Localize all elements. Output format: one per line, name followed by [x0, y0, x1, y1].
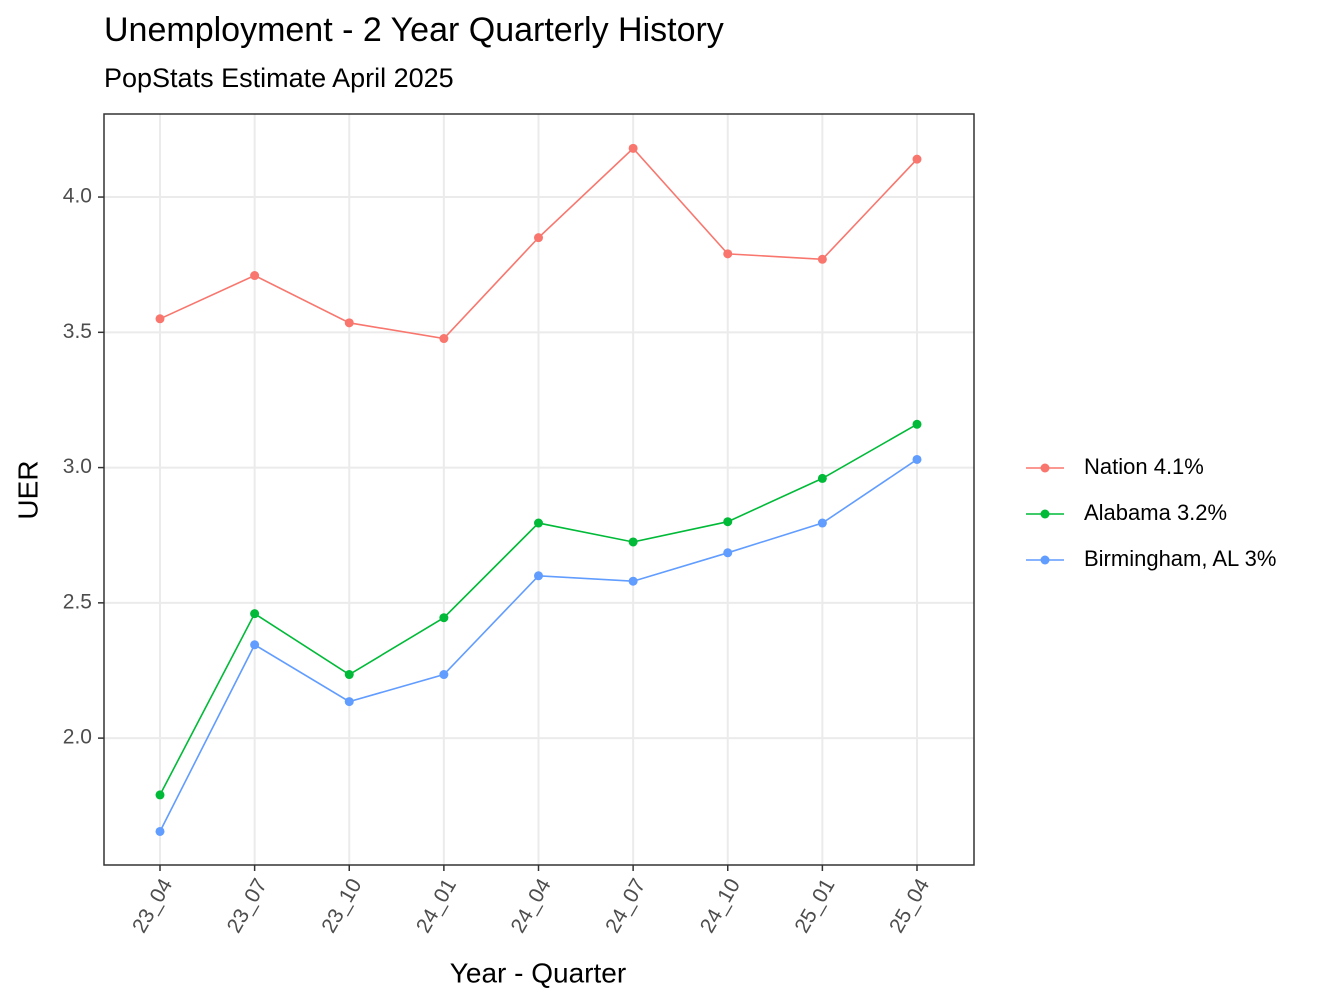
x-tick-label: 24_07	[601, 875, 650, 937]
data-point	[439, 670, 449, 680]
x-tick-label: 23_04	[128, 875, 177, 937]
data-point	[817, 518, 827, 528]
x-tick-label: 24_01	[412, 875, 461, 937]
x-tick-label: 25_01	[790, 875, 839, 937]
data-point	[250, 640, 260, 650]
chart-subtitle: PopStats Estimate April 2025	[104, 63, 454, 93]
plot-border	[103, 113, 975, 866]
data-point	[817, 254, 827, 264]
chart-title: Unemployment - 2 Year Quarterly History	[104, 11, 724, 49]
x-axis-label: Year - Quarter	[450, 957, 626, 988]
data-point	[250, 609, 260, 619]
data-point	[912, 154, 922, 164]
x-tick-label: 24_10	[696, 875, 745, 937]
data-point	[817, 473, 827, 483]
data-point	[439, 613, 449, 623]
data-point	[912, 454, 922, 464]
y-tick-label: 2.0	[63, 726, 92, 749]
data-point	[344, 318, 354, 328]
data-point	[250, 271, 260, 281]
legend-label: Nation 4.1%	[1084, 454, 1204, 479]
data-point	[628, 537, 638, 547]
data-point	[534, 518, 543, 528]
x-tick-label: 23_10	[317, 875, 366, 937]
data-point	[344, 670, 354, 680]
data-point	[155, 314, 165, 324]
y-tick-label: 3.5	[63, 320, 92, 343]
data-point	[344, 697, 354, 707]
legend-key-point	[1040, 555, 1050, 565]
y-tick-label: 3.0	[63, 455, 92, 478]
data-point	[723, 517, 733, 527]
y-axis-label: UER	[12, 460, 43, 519]
data-point	[534, 571, 543, 581]
data-point	[912, 419, 922, 429]
legend-key-point	[1040, 509, 1050, 519]
data-point	[628, 143, 638, 153]
data-point	[155, 790, 165, 800]
legend-label: Birmingham, AL 3%	[1084, 546, 1276, 571]
data-point	[155, 826, 165, 836]
x-tick-label: 23_07	[223, 875, 272, 937]
y-tick-label: 2.5	[63, 590, 92, 613]
legend-key-point	[1040, 463, 1050, 473]
x-tick-label: 24_04	[507, 875, 556, 937]
x-tick-label: 25_04	[885, 875, 934, 937]
legend-label: Alabama 3.2%	[1084, 500, 1227, 525]
y-tick-label: 4.0	[63, 185, 92, 208]
data-point	[723, 548, 733, 558]
data-point	[723, 249, 733, 259]
data-point	[439, 334, 449, 344]
data-point	[628, 576, 638, 586]
data-point	[534, 233, 543, 243]
